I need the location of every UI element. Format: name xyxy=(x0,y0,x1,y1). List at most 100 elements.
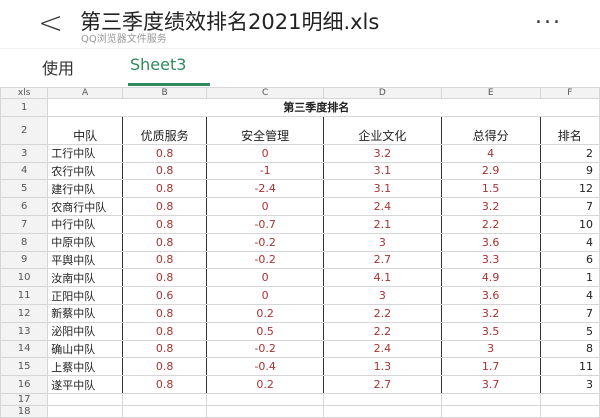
back-button[interactable]: < xyxy=(38,6,64,41)
safety-cell[interactable]: 0 xyxy=(206,197,325,216)
team-cell[interactable]: 泌阳中队 xyxy=(47,321,123,341)
service-cell[interactable]: 0.8 xyxy=(121,143,208,163)
sheet-title[interactable]: 第三季度排名 xyxy=(47,98,600,117)
team-cell[interactable]: 新蔡中队 xyxy=(47,303,123,323)
culture-cell[interactable]: 2.4 xyxy=(323,197,442,216)
culture-cell[interactable]: 3.1 xyxy=(323,161,442,181)
service-cell[interactable]: 0.8 xyxy=(121,197,208,216)
more-icon[interactable]: ... xyxy=(535,4,562,29)
empty-cell[interactable] xyxy=(539,404,600,418)
service-cell[interactable]: 0.8 xyxy=(121,214,208,234)
tab-use[interactable]: 使用 xyxy=(42,59,75,78)
rank-cell[interactable]: 2 xyxy=(539,143,600,163)
safety-cell[interactable]: -0.2 xyxy=(206,250,325,270)
rank-cell[interactable]: 5 xyxy=(539,321,600,341)
row-number[interactable]: 2 xyxy=(0,115,49,145)
team-cell[interactable]: 上蔡中队 xyxy=(47,357,123,377)
rank-cell[interactable]: 4 xyxy=(539,286,600,305)
team-cell[interactable]: 工行中队 xyxy=(47,143,123,163)
safety-cell[interactable]: -1 xyxy=(206,161,325,181)
empty-cell[interactable] xyxy=(323,404,442,418)
team-cell[interactable]: 中原中队 xyxy=(47,232,123,252)
service-cell[interactable]: 0.8 xyxy=(121,232,208,252)
row-number[interactable]: 5 xyxy=(0,179,49,199)
column-header-d[interactable]: D xyxy=(323,87,442,99)
team-cell[interactable]: 建行中队 xyxy=(47,179,123,199)
culture-cell[interactable]: 3 xyxy=(323,232,442,252)
column-title[interactable]: 排名 xyxy=(539,115,600,145)
service-cell[interactable]: 0.8 xyxy=(121,268,208,288)
total-cell[interactable]: 3 xyxy=(440,339,541,359)
corner-cell[interactable]: xls xyxy=(0,87,49,99)
row-number[interactable]: 1 xyxy=(0,98,49,117)
team-cell[interactable]: 正阳中队 xyxy=(47,286,123,305)
row-number[interactable]: 18 xyxy=(0,404,49,418)
empty-cell[interactable] xyxy=(121,392,208,406)
culture-cell[interactable]: 4.1 xyxy=(323,268,442,288)
empty-cell[interactable] xyxy=(206,404,325,418)
rank-cell[interactable]: 7 xyxy=(539,303,600,323)
team-cell[interactable]: 平舆中队 xyxy=(47,250,123,270)
rank-cell[interactable]: 4 xyxy=(539,232,600,252)
total-cell[interactable]: 1.7 xyxy=(440,357,541,377)
service-cell[interactable]: 0.8 xyxy=(121,321,208,341)
rank-cell[interactable]: 9 xyxy=(539,161,600,181)
total-cell[interactable]: 3.7 xyxy=(440,375,541,394)
safety-cell[interactable]: 0.2 xyxy=(206,303,325,323)
rank-cell[interactable]: 6 xyxy=(539,250,600,270)
row-number[interactable]: 10 xyxy=(0,268,49,288)
culture-cell[interactable]: 3 xyxy=(323,286,442,305)
rank-cell[interactable]: 7 xyxy=(539,197,600,216)
team-cell[interactable]: 确山中队 xyxy=(47,339,123,359)
safety-cell[interactable]: 0 xyxy=(206,268,325,288)
service-cell[interactable]: 0.8 xyxy=(121,375,208,394)
row-number[interactable]: 13 xyxy=(0,321,49,341)
column-title[interactable]: 安全管理 xyxy=(206,115,325,145)
row-number[interactable]: 7 xyxy=(0,214,49,234)
service-cell[interactable]: 0.8 xyxy=(121,339,208,359)
total-cell[interactable]: 3.2 xyxy=(440,303,541,323)
culture-cell[interactable]: 2.4 xyxy=(323,339,442,359)
column-title[interactable]: 总得分 xyxy=(440,115,541,145)
tab-sheet3[interactable]: Sheet3 xyxy=(130,55,187,74)
service-cell[interactable]: 0.8 xyxy=(121,357,208,377)
culture-cell[interactable]: 3.2 xyxy=(323,143,442,163)
safety-cell[interactable]: -0.2 xyxy=(206,339,325,359)
safety-cell[interactable]: 0.2 xyxy=(206,375,325,394)
rank-cell[interactable]: 10 xyxy=(539,214,600,234)
empty-cell[interactable] xyxy=(440,392,541,406)
culture-cell[interactable]: 2.7 xyxy=(323,375,442,394)
row-number[interactable]: 8 xyxy=(0,232,49,252)
total-cell[interactable]: 2.9 xyxy=(440,161,541,181)
service-cell[interactable]: 0.8 xyxy=(121,161,208,181)
culture-cell[interactable]: 3.1 xyxy=(323,179,442,199)
safety-cell[interactable]: 0 xyxy=(206,286,325,305)
service-cell[interactable]: 0.8 xyxy=(121,179,208,199)
team-cell[interactable]: 农商行中队 xyxy=(47,197,123,216)
team-cell[interactable]: 农行中队 xyxy=(47,161,123,181)
safety-cell[interactable]: -2.4 xyxy=(206,179,325,199)
empty-cell[interactable] xyxy=(47,392,123,406)
service-cell[interactable]: 0.6 xyxy=(121,286,208,305)
empty-cell[interactable] xyxy=(121,404,208,418)
culture-cell[interactable]: 2.1 xyxy=(323,214,442,234)
total-cell[interactable]: 4 xyxy=(440,143,541,163)
total-cell[interactable]: 3.6 xyxy=(440,232,541,252)
rank-cell[interactable]: 8 xyxy=(539,339,600,359)
row-number[interactable]: 4 xyxy=(0,161,49,181)
safety-cell[interactable]: -0.7 xyxy=(206,214,325,234)
row-number[interactable]: 11 xyxy=(0,286,49,305)
empty-cell[interactable] xyxy=(323,392,442,406)
total-cell[interactable]: 3.3 xyxy=(440,250,541,270)
sheet-table[interactable]: xls A B C D E F 1 第三季度排名 2 中队 优质服务 安全管理 企业文化 总得分 排名 3 工行中… xyxy=(0,87,600,418)
row-number[interactable]: 15 xyxy=(0,357,49,377)
culture-cell[interactable]: 2.2 xyxy=(323,321,442,341)
column-header-f[interactable]: F xyxy=(539,87,600,99)
rank-cell[interactable]: 12 xyxy=(539,179,600,199)
column-header-a[interactable]: A xyxy=(47,87,123,99)
empty-cell[interactable] xyxy=(440,404,541,418)
column-title[interactable]: 优质服务 xyxy=(121,115,208,145)
spreadsheet-grid[interactable]: xls A B C D E F 1 第三季度排名 2 中队 优质服务 安全管理 企业文化 总得分 排名 3 工行中… xyxy=(0,87,600,418)
team-cell[interactable]: 中行中队 xyxy=(47,214,123,234)
safety-cell[interactable]: -0.4 xyxy=(206,357,325,377)
